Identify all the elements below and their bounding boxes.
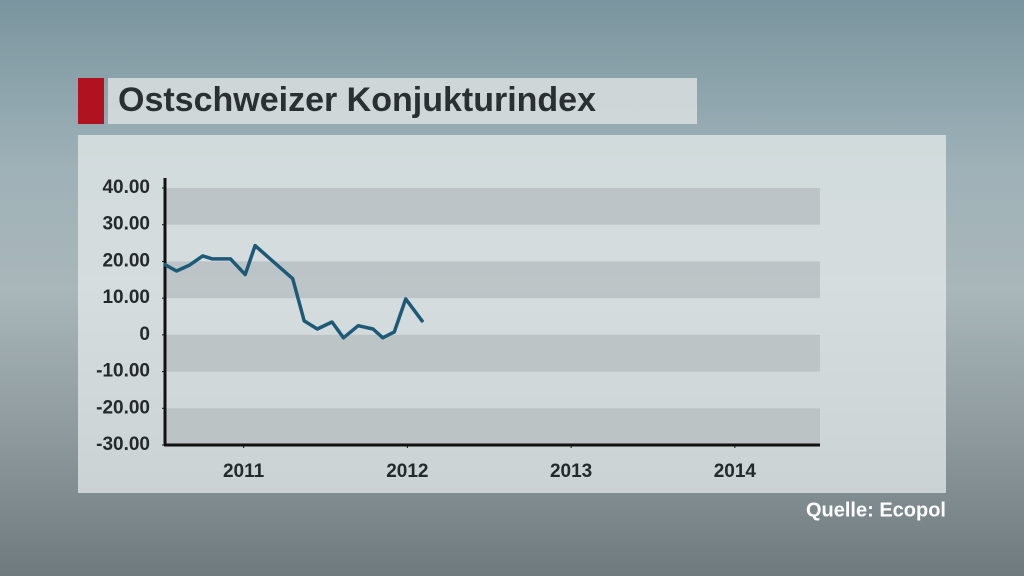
y-tick-label: 20.00 <box>102 250 150 271</box>
grid-band <box>165 334 820 372</box>
x-tick-label: 2011 <box>223 461 265 482</box>
chart-title: Ostschweizer Konjukturindex <box>118 81 596 119</box>
x-tick-label: 2012 <box>386 461 428 482</box>
data-line <box>163 243 424 340</box>
grid-band <box>165 261 820 299</box>
y-tick-label: 40.00 <box>102 177 150 198</box>
y-tick-label: -20.00 <box>96 397 150 418</box>
y-tick-label: -30.00 <box>96 434 150 455</box>
x-tick-label: 2013 <box>550 461 592 482</box>
y-tick-label: -10.00 <box>96 361 150 382</box>
title-accent <box>78 78 104 124</box>
y-tick-label: 30.00 <box>102 214 150 235</box>
grid-band <box>165 188 820 225</box>
y-tick-label: 10.00 <box>102 287 150 308</box>
x-tick-label: 2014 <box>714 461 757 482</box>
y-tick-label: 0 <box>139 324 150 345</box>
source: Quelle: Ecopol <box>806 499 946 521</box>
title-box <box>108 78 697 124</box>
grid-band <box>165 408 820 445</box>
